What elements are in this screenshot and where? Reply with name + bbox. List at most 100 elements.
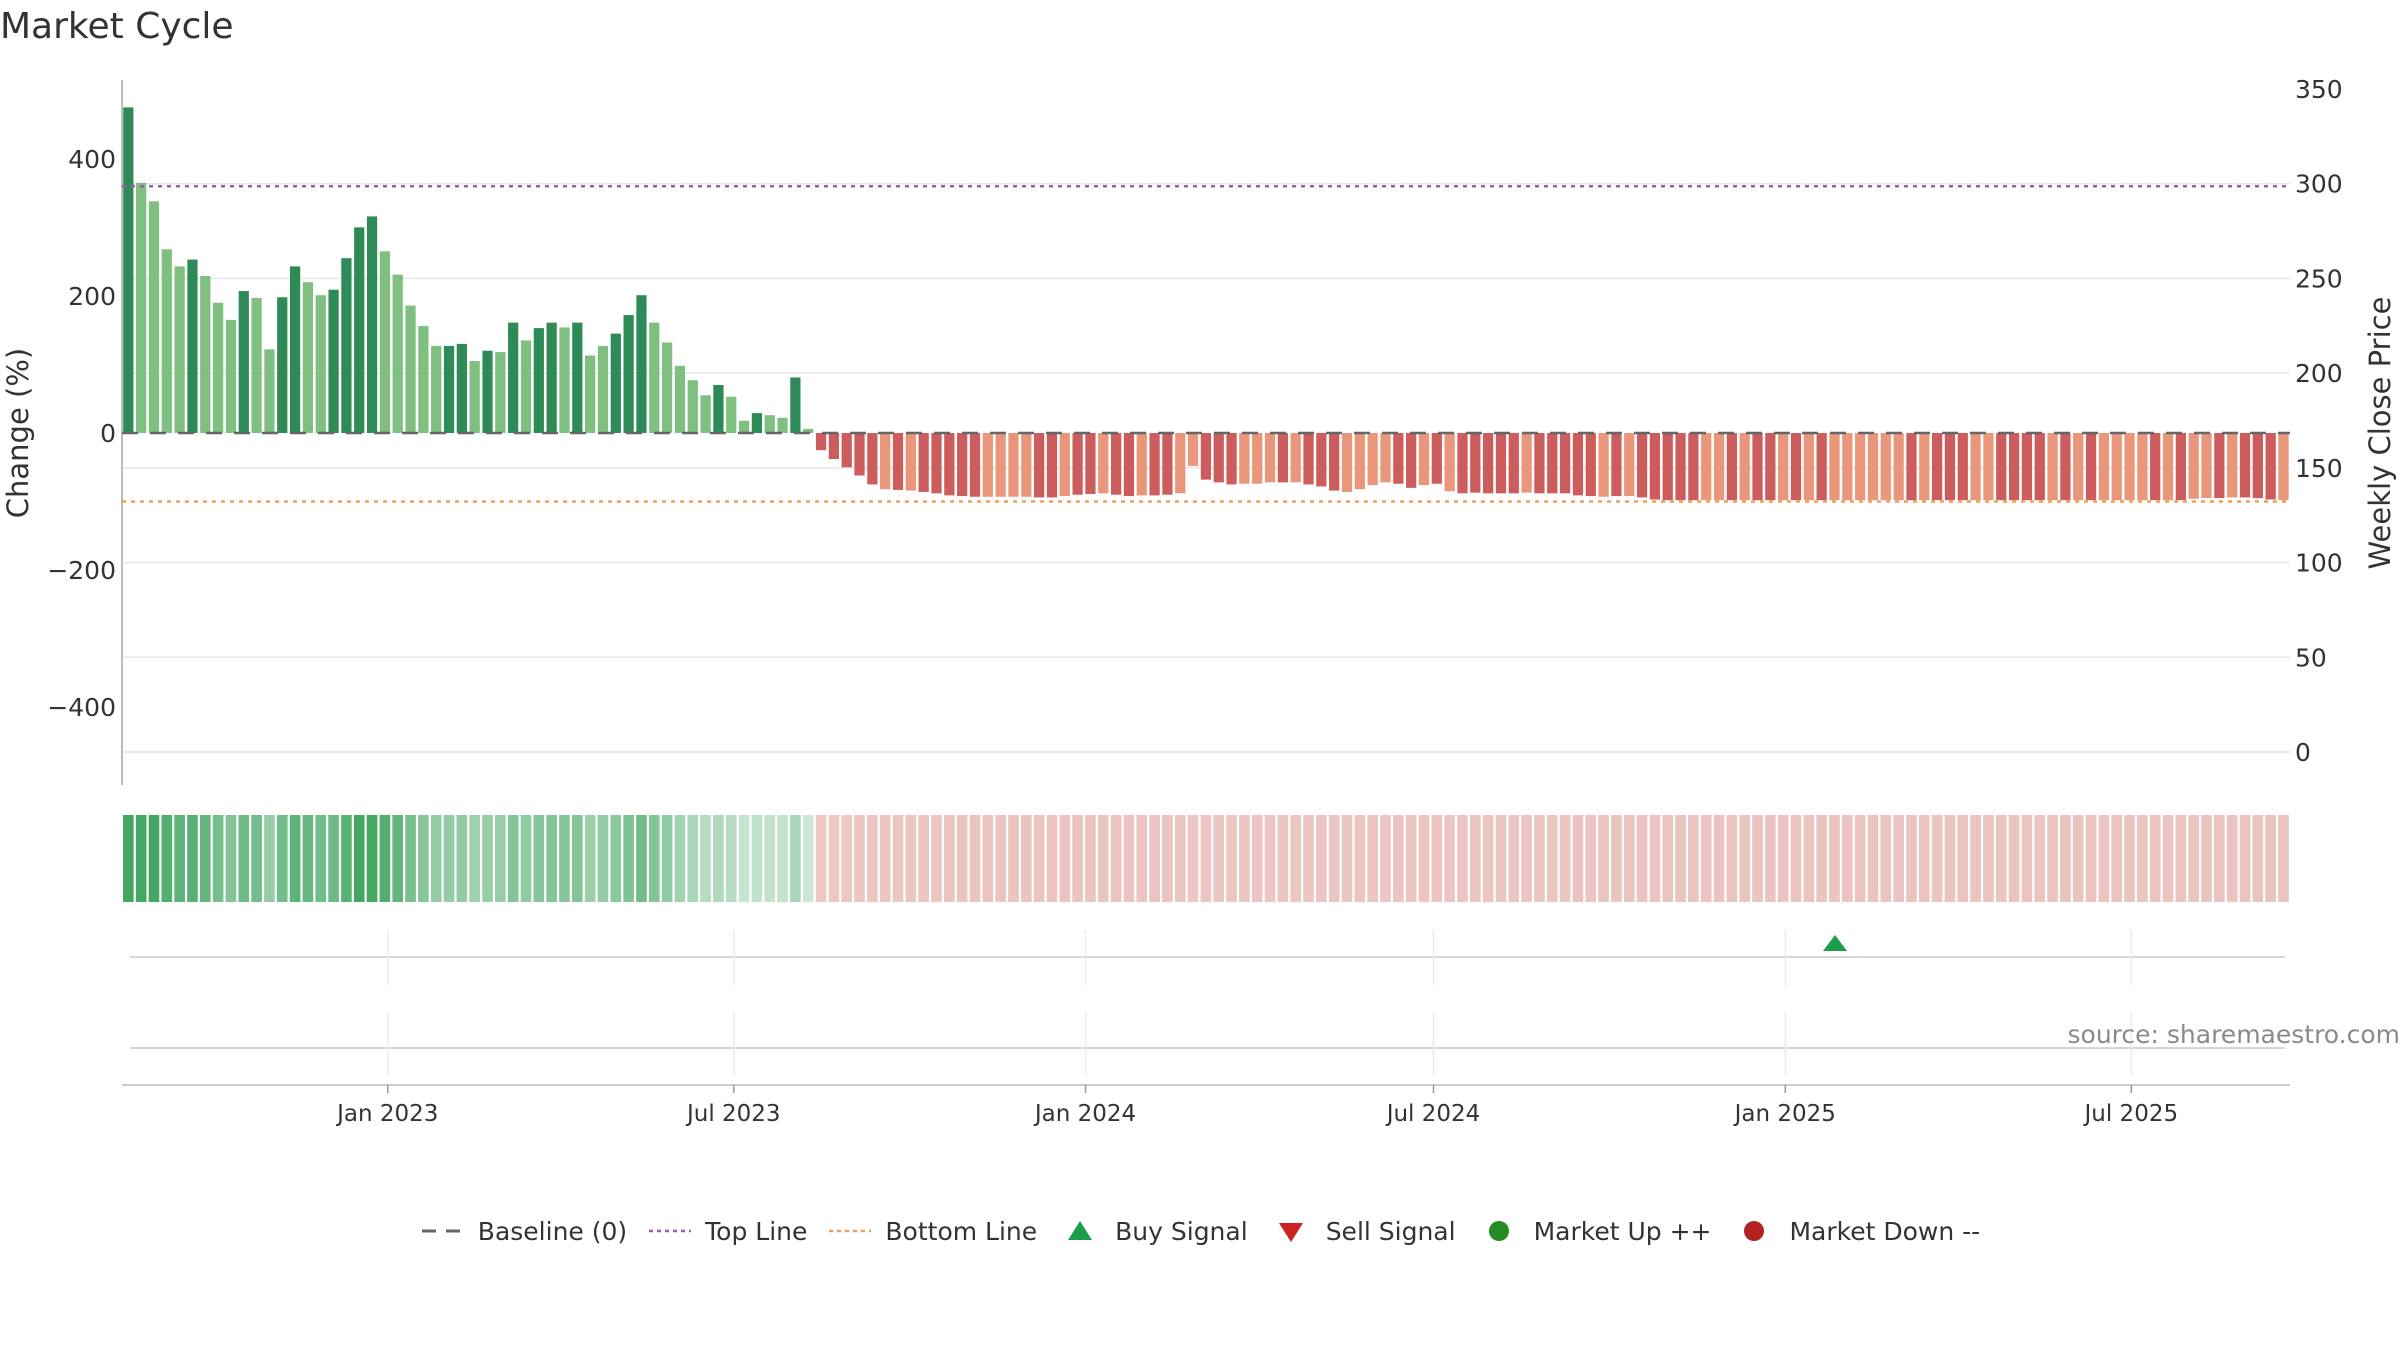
cycle-strip-cell bbox=[867, 815, 878, 902]
change-bar bbox=[2175, 433, 2186, 501]
source-note: source: sharemaestro.com bbox=[2067, 1020, 2400, 1049]
change-bar bbox=[2265, 433, 2276, 500]
change-bar bbox=[225, 319, 237, 433]
change-bar bbox=[1739, 433, 1750, 501]
change-bar bbox=[174, 266, 185, 433]
cycle-strip-cell bbox=[212, 815, 224, 902]
cycle-strip-cell bbox=[289, 815, 301, 902]
change-bar bbox=[1957, 433, 1968, 501]
cycle-strip-cell bbox=[764, 815, 776, 902]
cycle-strip-cell bbox=[879, 815, 891, 902]
cycle-strip-cell bbox=[1700, 815, 1712, 902]
cycle-strip-cell bbox=[2188, 815, 2200, 902]
dotted-purple-line-icon bbox=[647, 1216, 693, 1246]
change-bar bbox=[585, 355, 596, 433]
cycle-strip-cell bbox=[2226, 815, 2238, 902]
cycle-strip-cell bbox=[1097, 815, 1109, 902]
change-bar bbox=[1367, 433, 1378, 486]
cycle-strip-cell bbox=[815, 815, 827, 902]
cycle-strip-cell bbox=[905, 815, 917, 902]
change-bar bbox=[957, 433, 968, 497]
change-bar bbox=[418, 326, 429, 433]
change-bar bbox=[2073, 433, 2084, 501]
change-bar bbox=[2201, 433, 2212, 499]
change-bar bbox=[1444, 433, 1455, 492]
change-bar bbox=[1098, 433, 1109, 494]
change-bar bbox=[1611, 433, 1622, 497]
change-bar bbox=[2034, 433, 2045, 501]
cycle-strip-cell bbox=[1008, 815, 1019, 902]
cycle-strip-cell bbox=[1739, 815, 1751, 902]
cycle-strip-cell bbox=[238, 815, 250, 902]
cycle-strip-cell bbox=[495, 815, 506, 902]
cycle-strip-cell bbox=[1598, 815, 1609, 902]
cycle-strip-cell bbox=[1123, 815, 1135, 902]
cycle-strip-cell bbox=[1508, 815, 1520, 902]
cycle-strip-cell bbox=[1482, 815, 1494, 902]
change-bar bbox=[2111, 433, 2122, 501]
cycle-strip-cell bbox=[1521, 815, 1532, 902]
change-bar bbox=[1354, 433, 1365, 490]
change-bar bbox=[1919, 433, 1930, 501]
cycle-strip-cell bbox=[1688, 815, 1699, 902]
cycle-strip-cell bbox=[1867, 815, 1879, 902]
change-bar bbox=[559, 327, 570, 433]
cycle-strip-cell bbox=[148, 815, 160, 902]
change-bar bbox=[1136, 433, 1147, 496]
cycle-strip-cell bbox=[1187, 815, 1199, 902]
cycle-strip-cell bbox=[1970, 815, 1981, 902]
cycle-strip-cell bbox=[469, 815, 480, 902]
change-bar bbox=[1803, 433, 1814, 501]
change-bar bbox=[905, 433, 916, 491]
y-right-tick-label: 100 bbox=[2295, 549, 2343, 578]
legend-label-top-line: Top Line bbox=[705, 1216, 808, 1246]
change-bar bbox=[187, 259, 198, 433]
change-bar bbox=[1431, 433, 1442, 484]
cycle-strip-cell bbox=[1636, 815, 1648, 902]
change-bar bbox=[1175, 433, 1186, 494]
change-bar bbox=[1200, 433, 1212, 480]
cycle-strip-cell bbox=[1072, 815, 1083, 902]
change-bar bbox=[2021, 433, 2033, 501]
cycle-strip-cell bbox=[1085, 815, 1096, 902]
change-bar bbox=[623, 315, 634, 433]
cycle-strip-cell bbox=[1393, 815, 1404, 902]
change-bar bbox=[1534, 433, 1545, 494]
change-bar bbox=[726, 396, 737, 433]
cycle-strip-cell bbox=[341, 815, 352, 902]
change-bar bbox=[1034, 433, 1045, 498]
cycle-strip-cell bbox=[636, 815, 647, 902]
cycle-strip-cell bbox=[1469, 815, 1481, 902]
change-bar bbox=[1624, 433, 1635, 497]
cycle-strip-cell bbox=[1213, 815, 1225, 902]
cycle-strip-cell bbox=[1585, 815, 1597, 902]
cycle-strip-cell bbox=[944, 815, 955, 902]
change-bar bbox=[379, 251, 390, 433]
change-bar bbox=[1559, 433, 1571, 494]
cycle-strip-cell bbox=[610, 815, 622, 902]
cycle-strip-cell bbox=[2214, 815, 2225, 902]
cycle-strip-cell bbox=[969, 815, 981, 902]
cycle-strip-cell bbox=[982, 815, 994, 902]
change-bar bbox=[1059, 433, 1070, 497]
change-bar bbox=[738, 420, 750, 433]
change-bar bbox=[880, 433, 891, 490]
change-bar bbox=[1855, 433, 1866, 501]
change-bar bbox=[1264, 433, 1276, 483]
cycle-strip-cell bbox=[1316, 815, 1327, 902]
y-left-tick-label: 200 bbox=[68, 282, 116, 311]
cycle-strip-cell bbox=[379, 815, 391, 902]
change-bar bbox=[1572, 433, 1584, 496]
x-tick-label: Jan 2024 bbox=[1033, 1101, 1136, 1127]
cycle-strip-cell bbox=[1303, 815, 1314, 902]
legend-label-market-up: Market Up ++ bbox=[1533, 1216, 1712, 1246]
change-bar bbox=[1008, 433, 1019, 497]
cycle-strip-cell bbox=[1611, 815, 1622, 902]
legend-item-top-line: Top Line bbox=[647, 1216, 807, 1246]
cycle-strip-cell bbox=[802, 815, 814, 902]
change-bar bbox=[1816, 433, 1827, 501]
cycle-strip-cell bbox=[1829, 815, 1840, 902]
change-bar bbox=[2278, 433, 2289, 501]
change-bar bbox=[1521, 433, 1532, 493]
cycle-strip-cell bbox=[315, 815, 327, 902]
